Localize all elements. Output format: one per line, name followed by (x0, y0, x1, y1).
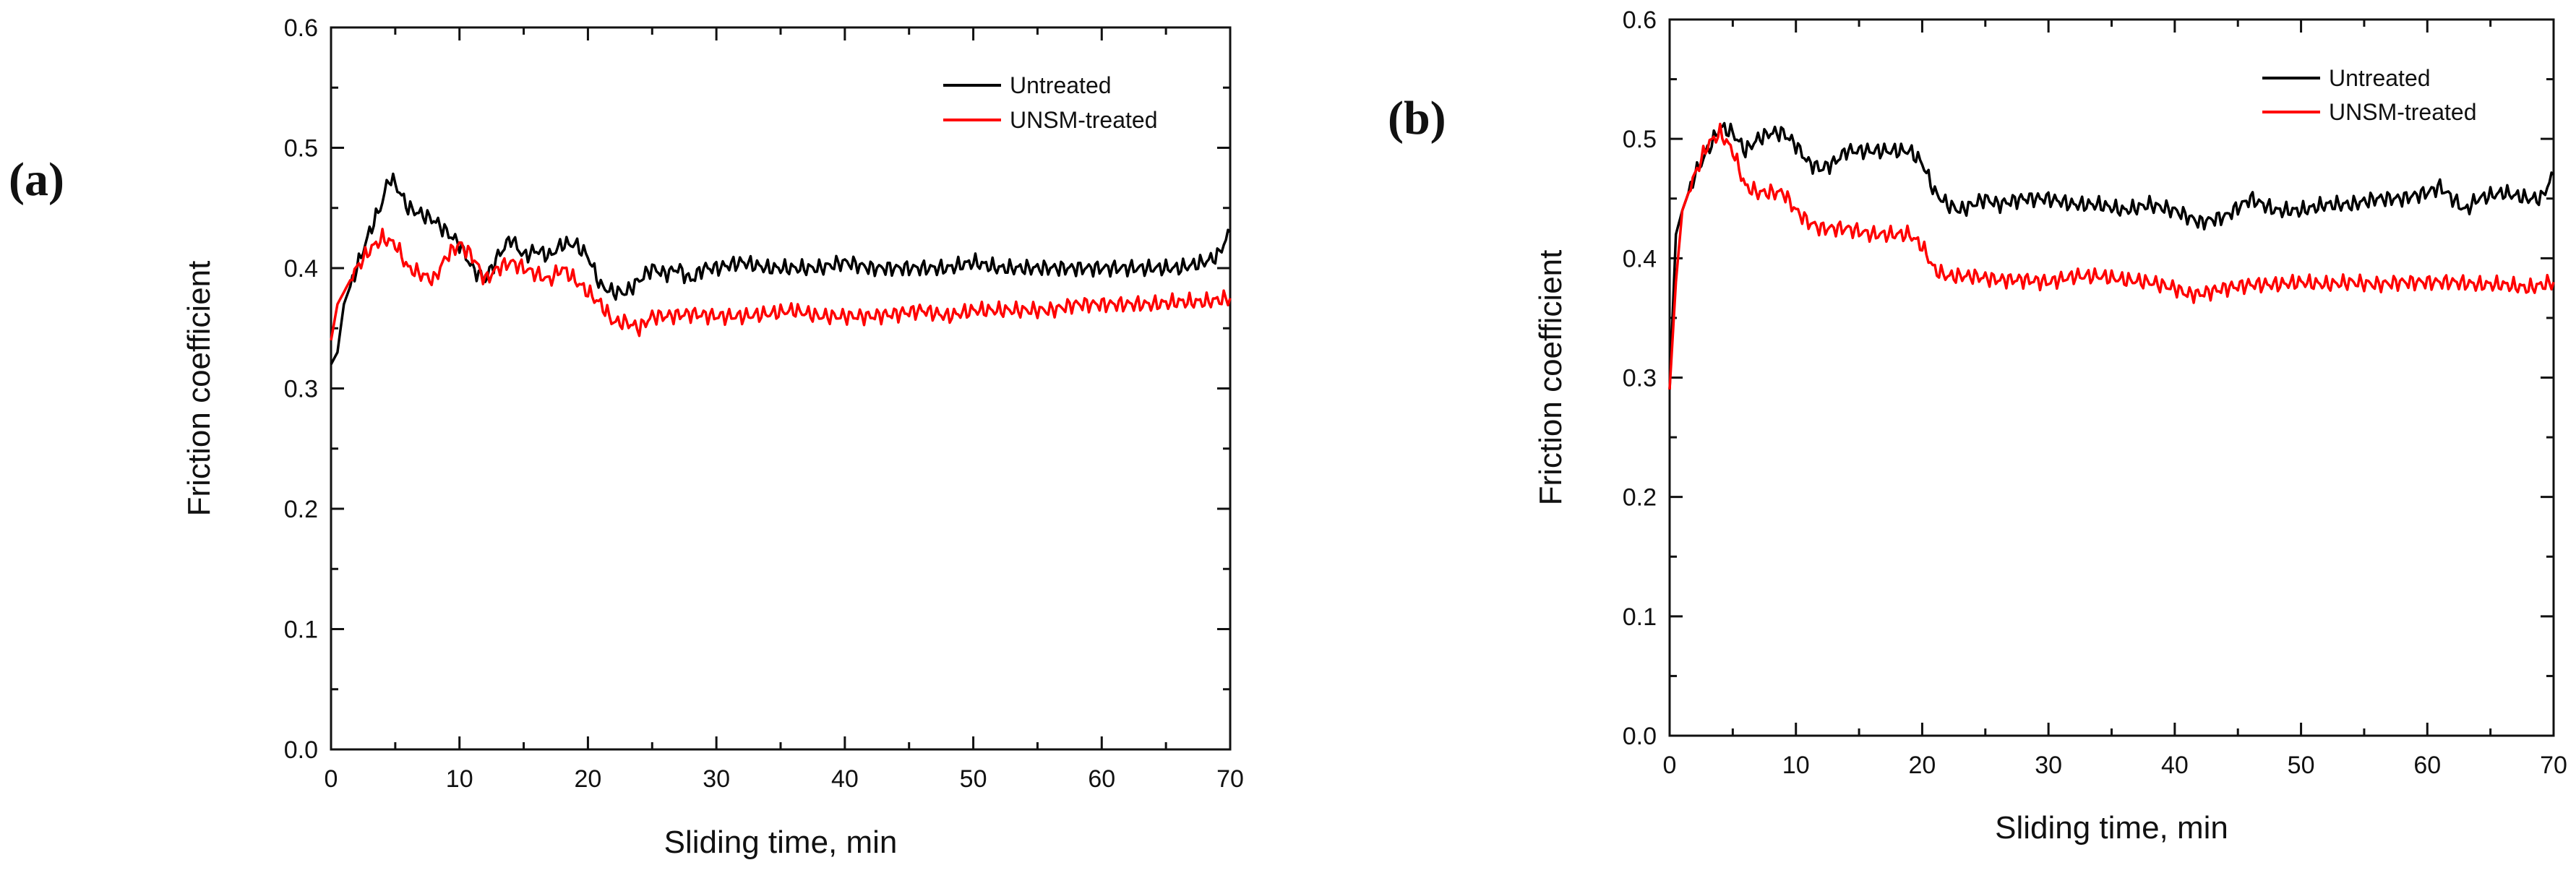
axis-ticks: 0 10 20 30 40 50 60 70 0.0 0.1 0.2 0.3 0.4 0.5 0.6 (284, 14, 1244, 793)
x-tick-label: 50 (960, 765, 987, 793)
plot-frame (1668, 18, 2555, 737)
plot-frame (330, 26, 1232, 751)
x-tick-label: 30 (703, 765, 730, 793)
y-tick-label: 0.6 (284, 14, 318, 42)
series-layer (330, 172, 1232, 366)
x-tick-label: 10 (446, 765, 473, 793)
legend-label-untreated: Untreated (2329, 65, 2431, 91)
axis-ticks: 0 10 20 30 40 50 60 70 0.0 0.1 0.2 0.3 0.4 0.5 0.6 (1623, 7, 2567, 779)
y-tick-label: 0.4 (284, 255, 318, 283)
series-line-untreated (1668, 121, 2555, 390)
y-tick-label: 0.1 (1623, 603, 1657, 631)
x-tick-label: 20 (1909, 752, 1936, 779)
y-tick-label: 0.0 (1623, 723, 1657, 750)
x-axis-title: Sliding time, min (1995, 810, 2228, 846)
legend-label-unsm-treated: UNSM-treated (2329, 99, 2477, 125)
chart-panel-b: (b) 0 10 20 30 40 50 60 70 0.0 0.1 0.2 0.3 0.4 0.5 0.6… (1388, 7, 2567, 846)
y-tick-label: 0.2 (284, 496, 318, 523)
series-line-unsm-treated (1668, 122, 2555, 390)
panel-label: (b) (1388, 92, 1446, 145)
y-tick-label: 0.3 (284, 376, 318, 403)
x-tick-label: 0 (325, 765, 338, 793)
x-tick-label: 60 (2413, 752, 2441, 779)
y-axis-title: Friction coefficient (181, 261, 217, 517)
x-tick-label: 40 (831, 765, 859, 793)
y-tick-label: 0.5 (1623, 126, 1657, 153)
panel-label: (a) (9, 153, 64, 206)
x-axis-title: Sliding time, min (664, 825, 898, 860)
y-tick-label: 0.4 (1623, 245, 1657, 272)
x-tick-label: 70 (1216, 765, 1244, 793)
x-tick-label: 10 (1782, 752, 1810, 779)
x-tick-label: 30 (2035, 752, 2062, 779)
legend-label-unsm-treated: UNSM-treated (1010, 107, 1158, 133)
y-tick-label: 0.0 (284, 736, 318, 764)
x-tick-label: 70 (2540, 752, 2567, 779)
legend: Untreated UNSM-treated (2262, 65, 2477, 125)
y-axis-title: Friction coefficient (1533, 250, 1568, 506)
y-tick-label: 0.3 (1623, 365, 1657, 392)
series-line-untreated (330, 172, 1232, 366)
series-layer (1668, 121, 2555, 390)
x-tick-label: 20 (575, 765, 602, 793)
y-tick-label: 0.1 (284, 616, 318, 644)
x-tick-label: 50 (2288, 752, 2315, 779)
legend-label-untreated: Untreated (1010, 72, 1112, 98)
x-tick-label: 60 (1088, 765, 1115, 793)
y-tick-label: 0.6 (1623, 7, 1657, 34)
x-tick-label: 0 (1663, 752, 1677, 779)
y-tick-label: 0.2 (1623, 484, 1657, 512)
legend: Untreated UNSM-treated (943, 72, 1158, 133)
chart-panel-a: (a) 0 10 20 30 40 50 60 70 0.0 0.1 0.2 0.3 0.4 0.5 0.6… (9, 14, 1244, 860)
series-line-unsm-treated (330, 228, 1232, 341)
x-tick-label: 40 (2161, 752, 2189, 779)
y-tick-label: 0.5 (284, 135, 318, 163)
